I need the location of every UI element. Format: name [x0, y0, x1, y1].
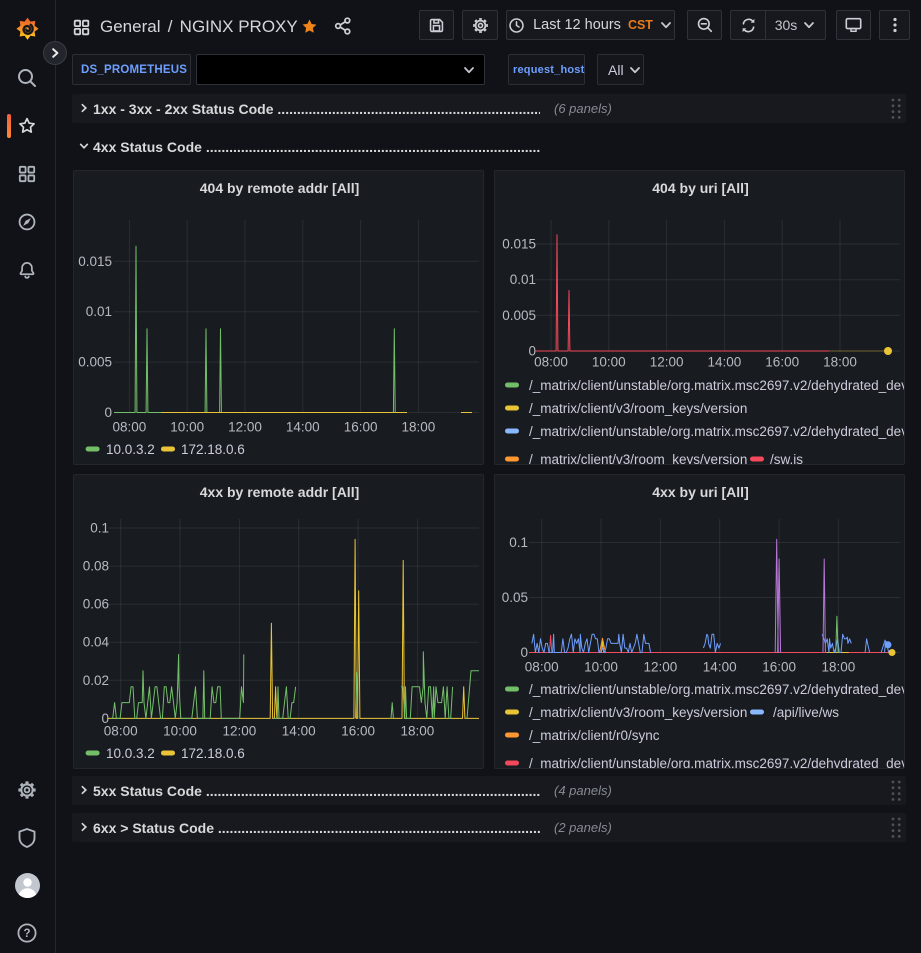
svg-text:0.1: 0.1 [509, 535, 528, 550]
svg-text:10:00: 10:00 [584, 660, 618, 675]
svg-text:10:00: 10:00 [170, 420, 204, 435]
svg-text:/api/live/ws: /api/live/ws [773, 705, 839, 720]
svg-text:0.02: 0.02 [83, 673, 109, 688]
svg-text:08:00: 08:00 [534, 355, 568, 370]
svg-text:4xx by uri [All]: 4xx by uri [All] [652, 484, 748, 500]
svg-text:18:00: 18:00 [823, 355, 857, 370]
svg-text:0.05: 0.05 [502, 590, 528, 605]
svg-text:/_matrix/client/v3/room_keys/v: /_matrix/client/v3/room_keys/version [529, 452, 747, 465]
svg-text:0.06: 0.06 [83, 597, 109, 612]
svg-text:0.01: 0.01 [86, 304, 112, 319]
svg-text:/_matrix/client/v3/room_keys/v: /_matrix/client/v3/room_keys/version [529, 401, 747, 416]
svg-text:18:00: 18:00 [402, 420, 436, 435]
svg-text:10:00: 10:00 [592, 355, 626, 370]
svg-text:0.015: 0.015 [78, 254, 112, 269]
svg-text:0.015: 0.015 [502, 237, 536, 252]
svg-text:172.18.0.6: 172.18.0.6 [181, 442, 245, 457]
svg-text:/sw.js: /sw.js [770, 452, 803, 465]
svg-text:16:00: 16:00 [765, 355, 799, 370]
svg-text:14:00: 14:00 [703, 660, 737, 675]
svg-text:/_matrix/client/v3/room_keys/v: /_matrix/client/v3/room_keys/version [529, 705, 747, 720]
svg-text:0.08: 0.08 [83, 559, 109, 574]
svg-text:0: 0 [520, 645, 528, 660]
svg-text:?: ? [23, 928, 30, 940]
svg-text:0.01: 0.01 [510, 272, 536, 287]
svg-text:08:00: 08:00 [525, 660, 559, 675]
svg-text:0.005: 0.005 [502, 308, 536, 323]
svg-text:0: 0 [104, 405, 112, 420]
svg-text:0.1: 0.1 [90, 521, 109, 536]
svg-text:/_matrix/client/r0/sync: /_matrix/client/r0/sync [529, 728, 660, 743]
svg-text:16:00: 16:00 [762, 660, 796, 675]
svg-text:4xx by remote addr [All]: 4xx by remote addr [All] [200, 484, 360, 500]
svg-text:0: 0 [528, 344, 536, 359]
svg-text:12:00: 12:00 [644, 660, 678, 675]
svg-text:/_matrix/client/unstable/org.m: /_matrix/client/unstable/org.matrix.msc2… [529, 756, 905, 769]
svg-text:404 by uri [All]: 404 by uri [All] [652, 180, 748, 196]
svg-text:0.04: 0.04 [83, 635, 110, 650]
svg-text:16:00: 16:00 [344, 420, 378, 435]
svg-text:/_matrix/client/unstable/org.m: /_matrix/client/unstable/org.matrix.msc2… [529, 378, 905, 393]
svg-text:08:00: 08:00 [113, 420, 147, 435]
svg-text:12:00: 12:00 [650, 355, 684, 370]
svg-text:14:00: 14:00 [286, 420, 320, 435]
svg-text:172.18.0.6: 172.18.0.6 [181, 746, 245, 761]
svg-text:14:00: 14:00 [708, 355, 742, 370]
svg-text:14:00: 14:00 [282, 724, 316, 739]
svg-text:10:00: 10:00 [163, 724, 197, 739]
svg-text:0: 0 [101, 711, 109, 726]
svg-text:10.0.3.2: 10.0.3.2 [106, 442, 155, 457]
svg-text:10.0.3.2: 10.0.3.2 [106, 746, 155, 761]
svg-text:18:00: 18:00 [401, 724, 435, 739]
svg-text:/_matrix/client/unstable/org.m: /_matrix/client/unstable/org.matrix.msc2… [529, 424, 905, 439]
svg-text:0.005: 0.005 [78, 355, 112, 370]
svg-text:12:00: 12:00 [228, 420, 262, 435]
svg-text:404 by remote addr [All]: 404 by remote addr [All] [200, 180, 360, 196]
svg-text:16:00: 16:00 [341, 724, 375, 739]
svg-text:/_matrix/client/unstable/org.m: /_matrix/client/unstable/org.matrix.msc2… [529, 682, 905, 697]
svg-text:12:00: 12:00 [223, 724, 257, 739]
svg-text:18:00: 18:00 [822, 660, 856, 675]
svg-text:08:00: 08:00 [104, 724, 138, 739]
